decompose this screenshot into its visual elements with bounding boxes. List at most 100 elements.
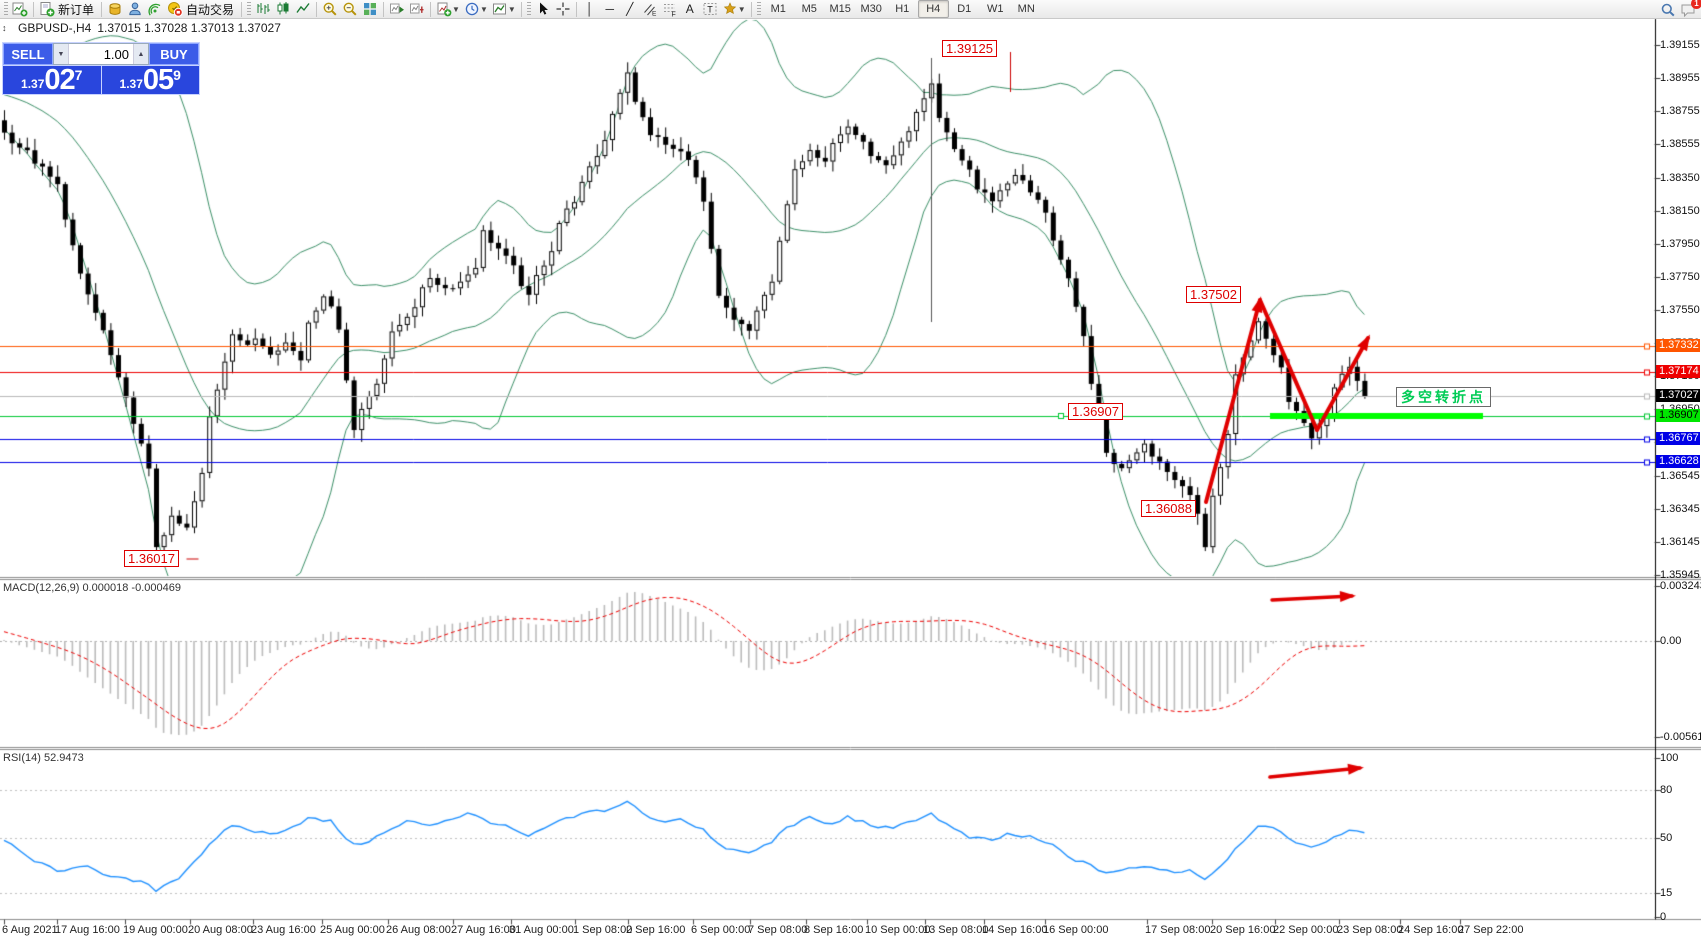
zoom-in-button[interactable] xyxy=(320,1,340,18)
timeframe-d1-button[interactable]: D1 xyxy=(957,3,972,15)
time-axis-label: 22 Sep 00:00 xyxy=(1273,924,1339,936)
tile-windows-button[interactable] xyxy=(360,1,380,18)
time-axis-label: 6 Aug 2021 xyxy=(2,924,58,936)
toolbar-drag-handle[interactable] xyxy=(4,2,8,16)
volume-decrease-button[interactable]: ▼ xyxy=(54,44,69,64)
svg-text:F: F xyxy=(671,12,675,18)
price-callout-swing-high[interactable]: 1.37502 xyxy=(1186,286,1241,303)
new-order-button[interactable] xyxy=(37,1,57,18)
equidistant-channel-icon: E xyxy=(642,1,658,17)
market-watch-button[interactable] xyxy=(105,1,125,18)
price-tick-label: 1.36345 xyxy=(1660,502,1700,515)
vertical-line-button[interactable]: │ xyxy=(580,1,600,18)
toolbar-drag-handle[interactable] xyxy=(526,2,531,16)
shapes-button[interactable] xyxy=(720,1,740,18)
equidistant-channel-button[interactable]: E xyxy=(640,1,660,18)
price-level-tag: 1.36628 xyxy=(1656,454,1700,468)
time-axis-label: 20 Aug 08:00 xyxy=(188,924,253,936)
templates-button[interactable] xyxy=(490,1,510,18)
rsi-tick-label: 0 xyxy=(1660,911,1667,923)
bar-chart-mode-button[interactable] xyxy=(253,1,273,18)
sell-button[interactable]: SELL xyxy=(3,43,53,65)
timeframe-mn-button[interactable]: MN xyxy=(1017,3,1035,15)
candle-chart-mode-button[interactable] xyxy=(273,1,293,18)
cursor-icon xyxy=(535,1,551,17)
horizontal-line-button[interactable]: ─ xyxy=(600,1,620,18)
timeframe-h4-button[interactable]: H4 xyxy=(917,0,949,18)
price-tick-label: 1.37750 xyxy=(1660,270,1700,283)
horizontal-line-icon: ─ xyxy=(605,2,615,16)
time-axis-label: 1 Sep 08:00 xyxy=(573,924,633,936)
line-chart-mode-icon xyxy=(295,1,311,17)
timeframe-w1-button[interactable]: W1 xyxy=(986,3,1004,15)
price-callout-low-sep[interactable]: 1.36088 xyxy=(1141,500,1196,517)
macd-tick-label: -0.005616 xyxy=(1660,731,1701,743)
symbol-toggle-icon[interactable]: ↕ xyxy=(2,23,7,33)
toolbar-drag-handle[interactable] xyxy=(756,2,761,16)
crosshair-button[interactable] xyxy=(553,1,573,18)
macd-tick-label: 0.00 xyxy=(1660,635,1682,647)
price-callout-high[interactable]: 1.39125 xyxy=(942,40,997,57)
auto-trading-button[interactable] xyxy=(165,1,185,18)
auto-trading-icon xyxy=(167,1,183,17)
timeframe-m1-button[interactable]: M1 xyxy=(770,3,786,15)
price-tick-label: 1.38755 xyxy=(1660,105,1700,117)
svg-text:E: E xyxy=(652,11,657,18)
bar-chart-mode-icon xyxy=(255,1,271,17)
toolbar-separator xyxy=(520,1,522,17)
shapes-dropdown-icon[interactable]: ▼ xyxy=(737,4,746,14)
time-axis-label: 20 Sep 16:00 xyxy=(1210,924,1276,936)
time-axis-label: 19 Aug 00:00 xyxy=(123,924,188,936)
symbol-title: GBPUSD-,H4 xyxy=(18,21,92,35)
navigator-button[interactable] xyxy=(125,1,145,18)
auto-trading-label: 自动交易 xyxy=(186,2,235,17)
periods-button[interactable] xyxy=(462,1,482,18)
timeframe-m5-button[interactable]: M5 xyxy=(801,3,817,15)
volume-increase-button[interactable]: ▲ xyxy=(133,44,148,64)
trend-line-button[interactable]: ╱ xyxy=(620,1,640,18)
buy-button[interactable]: BUY xyxy=(149,43,199,65)
text-label-button[interactable]: T xyxy=(700,1,720,18)
chat-button[interactable]: 1 xyxy=(1678,0,1701,18)
cursor-button[interactable] xyxy=(533,1,553,18)
zoom-out-button[interactable] xyxy=(340,1,360,18)
annotation-label[interactable]: 多空转折点 xyxy=(1396,387,1491,407)
timeframe-m30-button[interactable]: M30 xyxy=(860,3,882,15)
price-callout-pivot[interactable]: 1.36907 xyxy=(1068,403,1123,420)
zoom-out-icon xyxy=(342,1,358,17)
price-axis[interactable]: 1.39155 1.38955 1.38755 1.38555 1.38350 1.381… xyxy=(1656,19,1701,923)
data-signal-button[interactable] xyxy=(145,1,165,18)
periods-dropdown-icon[interactable]: ▼ xyxy=(479,4,488,14)
templates-icon xyxy=(492,1,508,17)
timeframe-m15-button[interactable]: M15 xyxy=(829,3,851,15)
price-tick-label: 1.37550 xyxy=(1660,303,1700,316)
macd-header: MACD(12,26,9) 0.000018 -0.000469 xyxy=(3,582,181,594)
indicators-button[interactable] xyxy=(434,1,454,18)
volume-input[interactable] xyxy=(69,44,133,64)
time-axis[interactable]: 6 Aug 2021 17 Aug 16:00 19 Aug 00:00 20 Aug… xyxy=(0,920,1701,940)
indicators-icon xyxy=(436,1,452,17)
search-button[interactable] xyxy=(1658,1,1678,18)
chart-shift-button[interactable] xyxy=(407,1,427,18)
text-tool-button[interactable]: A xyxy=(680,1,700,18)
toolbar-drag-handle[interactable] xyxy=(247,2,252,16)
new-order-label: 新订单 xyxy=(58,2,95,17)
time-axis-label: 14 Sep 16:00 xyxy=(982,924,1048,936)
fibonacci-button[interactable]: F xyxy=(660,1,680,18)
new-chart-button[interactable] xyxy=(10,1,30,18)
timeframe-h1-button[interactable]: H1 xyxy=(895,3,910,15)
price-level-tag: 1.37027 xyxy=(1656,389,1700,403)
templates-dropdown-icon[interactable]: ▼ xyxy=(507,4,516,14)
auto-scroll-button[interactable] xyxy=(387,1,407,18)
toolbar-separator xyxy=(383,1,385,17)
rsi-value: 52.9473 xyxy=(43,752,84,764)
toolbar-separator xyxy=(101,1,103,17)
indicators-dropdown-icon[interactable]: ▼ xyxy=(452,4,460,14)
time-axis-label: 31 Aug 00:00 xyxy=(509,924,574,936)
price-tick-label: 1.35945 xyxy=(1660,568,1700,581)
line-chart-mode-button[interactable] xyxy=(293,1,313,18)
toolbar-separator xyxy=(33,1,34,17)
tile-windows-icon xyxy=(362,1,378,17)
price-callout-low-aug[interactable]: 1.36017 xyxy=(124,550,179,567)
